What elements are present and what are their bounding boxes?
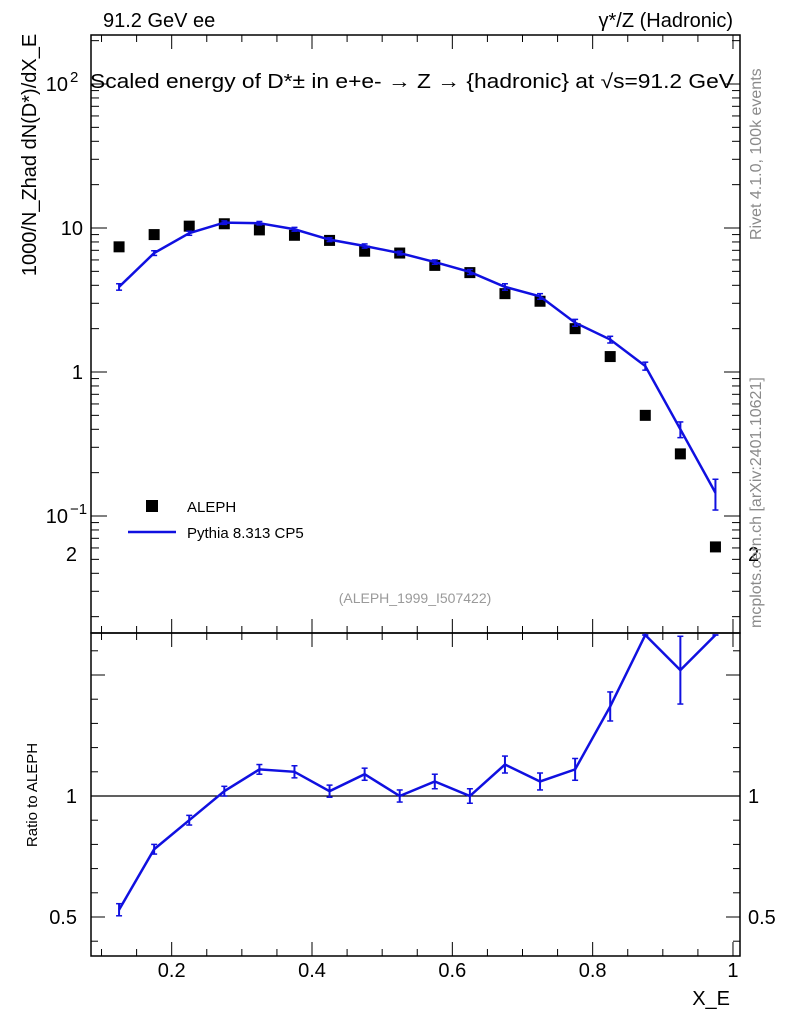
x-tick-label-1: 1 bbox=[727, 960, 738, 982]
rivet-version-label: Rivet 4.1.0, 100k events bbox=[748, 68, 765, 240]
aleph-point bbox=[253, 224, 265, 236]
aleph-point bbox=[534, 295, 546, 307]
x-tick-label-0.4: 0.4 bbox=[298, 960, 326, 982]
ratio-y-tick-label-1: 1 bbox=[66, 786, 77, 808]
aleph-point bbox=[359, 245, 371, 257]
aleph-point bbox=[569, 323, 581, 335]
aleph-point bbox=[429, 259, 441, 271]
aleph-point bbox=[183, 220, 195, 232]
y-tick-label-100: 10 bbox=[46, 74, 68, 96]
ratio-y-tick-label-2: 2 bbox=[66, 544, 77, 566]
legend-marker-aleph bbox=[146, 500, 158, 512]
y-tick-label-100-exp: 2 bbox=[70, 69, 78, 86]
aleph-point bbox=[639, 409, 651, 421]
mcplots-label: mcplots.cern.ch [arXiv:2401.10621] bbox=[748, 377, 765, 628]
main-plot-frame bbox=[90, 34, 741, 634]
pythia-line bbox=[118, 221, 717, 494]
ratio-y-axis-label: Ratio to ALEPH bbox=[24, 743, 41, 847]
main-y-axis-label: 1000/N_Zhad dN(D*)/dX_E bbox=[19, 34, 41, 276]
aleph-point bbox=[113, 241, 125, 253]
header-energy-label: 91.2 GeV ee bbox=[103, 10, 215, 32]
y-tick-label-0.1-exp: −1 bbox=[70, 501, 87, 518]
aleph-point bbox=[709, 541, 721, 553]
aleph-point bbox=[499, 288, 511, 300]
ratio-line bbox=[117, 632, 717, 911]
legend-label-aleph: ALEPH bbox=[187, 499, 236, 516]
ratio-y-tick-label-right-2: 2 bbox=[748, 544, 759, 566]
legend-label-pythia: Pythia 8.313 CP5 bbox=[187, 525, 304, 542]
aleph-point bbox=[674, 448, 686, 460]
legend: ALEPH Pythia 8.313 CP5 bbox=[128, 499, 304, 542]
y-tick-label-10: 10 bbox=[61, 218, 83, 240]
aleph-point bbox=[148, 229, 160, 241]
x-tick-label-0.8: 0.8 bbox=[579, 960, 607, 982]
x-axis-label: X_E bbox=[692, 988, 730, 1010]
ratio-plot-ticks: 0.2 0.4 0.6 0.8 1 0.5 0.5 1 1 2 2 bbox=[49, 544, 776, 982]
ratio-plot-marks bbox=[116, 632, 719, 917]
ratio-y-tick-label-0.5: 0.5 bbox=[49, 907, 77, 929]
analysis-reference: (ALEPH_1999_I507422) bbox=[339, 590, 492, 606]
x-tick-label-0.2: 0.2 bbox=[158, 960, 186, 982]
y-tick-label-0.1: 10 bbox=[46, 506, 68, 528]
ratio-y-tick-label-right-0.5: 0.5 bbox=[748, 907, 776, 929]
ratio-y-tick-label-right-1: 1 bbox=[748, 786, 759, 808]
x-tick-label-0.6: 0.6 bbox=[438, 960, 466, 982]
main-plot-marks bbox=[113, 218, 721, 553]
ratio-plot-frame bbox=[90, 632, 741, 957]
aleph-point bbox=[288, 229, 300, 241]
aleph-point bbox=[604, 351, 616, 363]
header-process-label: γ*/Z (Hadronic) bbox=[599, 10, 733, 32]
chart-title: Scaled energy of D*± in e+e- → Z → {hadr… bbox=[90, 71, 735, 93]
y-tick-label-1: 1 bbox=[72, 362, 83, 384]
